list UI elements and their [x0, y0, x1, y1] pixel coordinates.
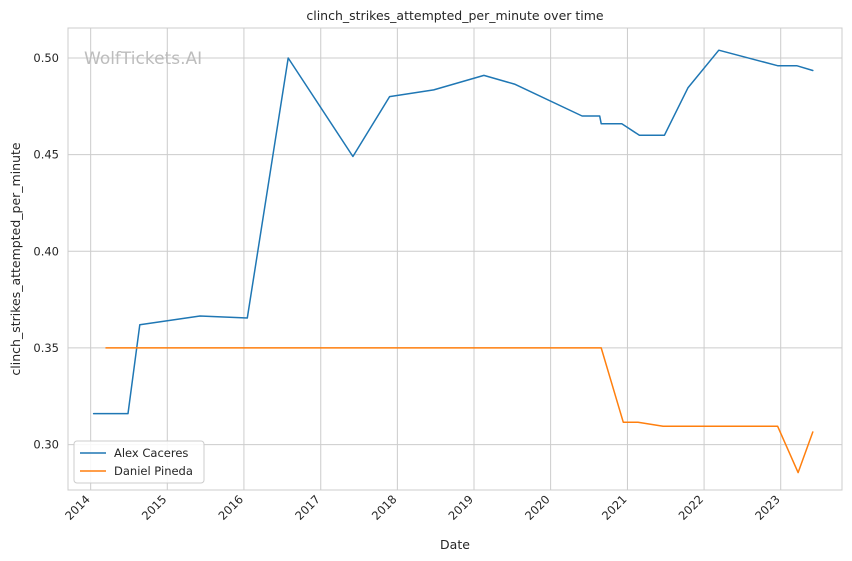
y-tick-label: 0.50 — [33, 51, 59, 65]
legend-label-alex-caceres: Alex Caceres — [114, 446, 188, 460]
chart-title: clinch_strikes_attempted_per_minute over… — [306, 8, 604, 23]
legend-box — [73, 440, 205, 484]
y-tick-label: 0.40 — [33, 244, 59, 258]
watermark: WolfTickets.AI — [84, 49, 202, 69]
x-axis-title: Date — [440, 537, 470, 552]
y-tick-label: 0.30 — [33, 438, 59, 452]
legend-label-daniel-pineda: Daniel Pineda — [114, 464, 193, 478]
gridlines — [68, 28, 842, 490]
y-axis-ticks: 0.30 0.35 0.40 0.45 0.50 — [33, 51, 59, 452]
y-tick-label: 0.45 — [33, 148, 59, 162]
y-axis-title: clinch_strikes_attempted_per_minute — [8, 142, 23, 376]
series-line-daniel-pineda — [105, 347, 814, 474]
plot-area-frame — [67, 27, 843, 491]
series-layer — [92, 49, 814, 474]
y-tick-label: 0.35 — [33, 341, 59, 355]
series-line-alex-caceres — [92, 49, 814, 415]
legend: Alex Caceres Daniel Pineda — [73, 440, 205, 484]
